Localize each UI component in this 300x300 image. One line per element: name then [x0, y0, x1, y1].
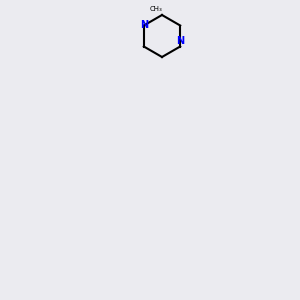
Text: N: N	[176, 36, 184, 46]
Text: CH₃: CH₃	[149, 6, 162, 12]
Text: N: N	[140, 20, 148, 31]
